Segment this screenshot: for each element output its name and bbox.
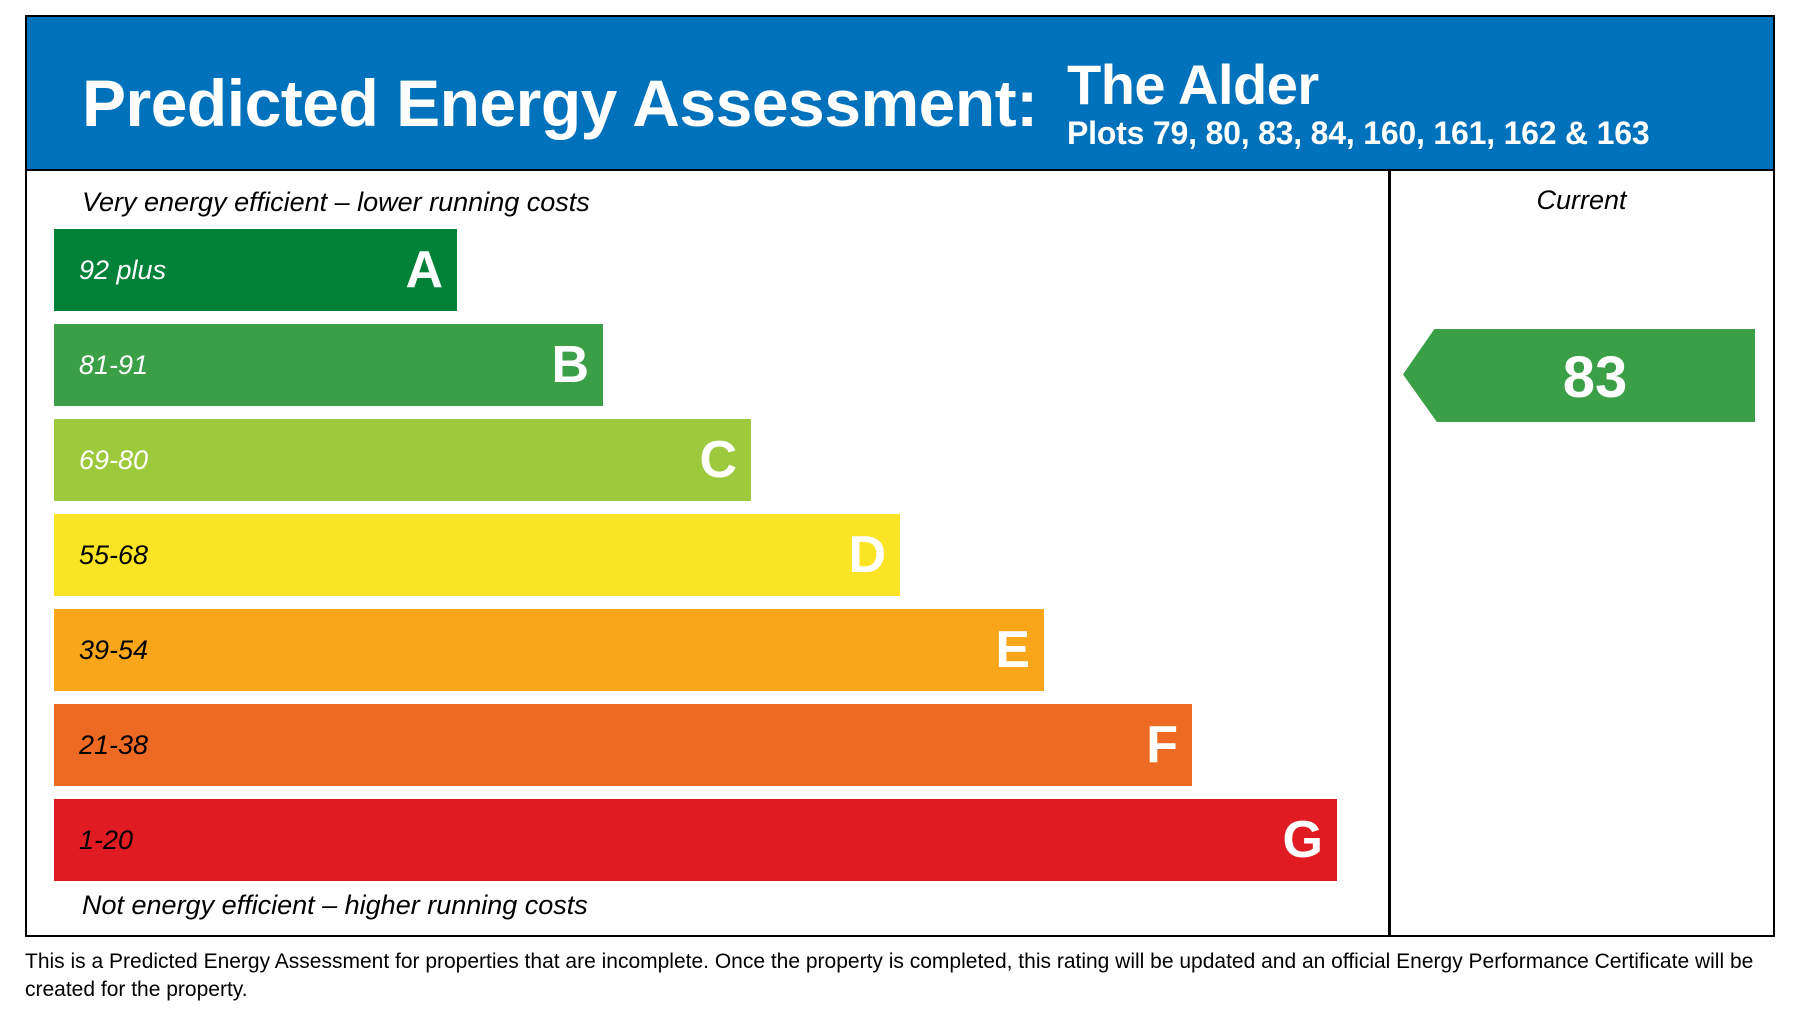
svg-text:83: 83 bbox=[1563, 345, 1628, 410]
